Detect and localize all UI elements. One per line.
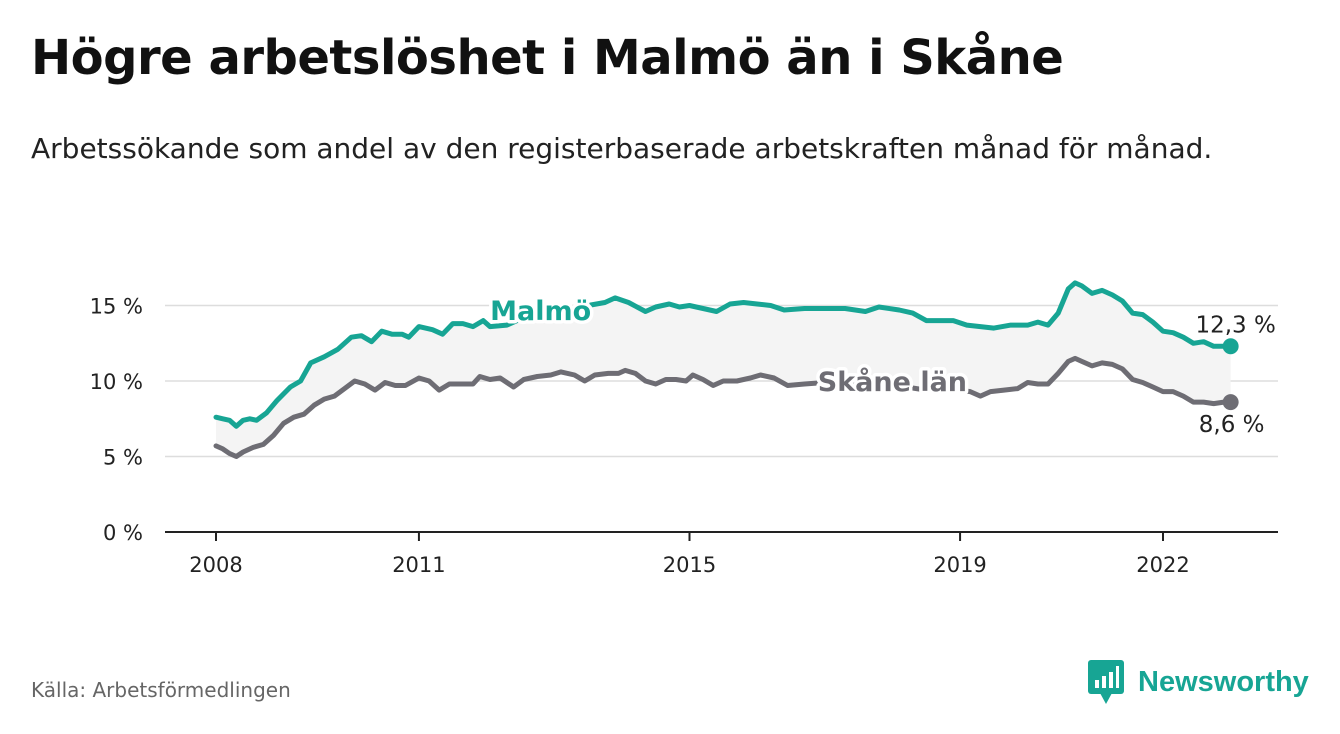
series-labels: Malmö Skåne län 12,3 % 8,6 % — [487, 293, 1276, 439]
x-axis: 2008 2011 2015 2019 2022 — [165, 531, 1278, 577]
chart-subtitle: Arbetssökande som andel av den registerb… — [31, 132, 1213, 165]
brand-logo: Newsworthy — [1088, 660, 1309, 704]
skane-end-point — [1222, 394, 1239, 411]
series-lines — [213, 280, 1239, 459]
y-tick-label: 10 % — [90, 370, 143, 394]
y-axis: 0 % 5 % 10 % 15 % — [90, 295, 143, 546]
x-tick-label: 2011 — [392, 553, 445, 577]
malmo-series-label: Malmö — [490, 296, 591, 327]
malmo-line — [213, 280, 1234, 429]
x-tick-label: 2022 — [1136, 553, 1189, 577]
newsworthy-chart-icon — [1088, 660, 1124, 704]
malmo-end-point — [1222, 338, 1239, 355]
x-tick-label: 2008 — [189, 553, 242, 577]
x-tick-label: 2019 — [933, 553, 986, 577]
x-tick-label: 2015 — [663, 553, 716, 577]
source-note: Källa: Arbetsförmedlingen — [31, 678, 291, 702]
y-tick-label: 0 % — [103, 521, 143, 545]
y-tick-label: 15 % — [90, 295, 143, 319]
malmo-end-label: 12,3 % — [1195, 312, 1275, 338]
skane-line — [213, 355, 1234, 459]
y-tick-label: 5 % — [103, 446, 143, 470]
chart-title: Högre arbetslöshet i Malmö än i Skåne — [31, 30, 1064, 86]
skane-series-label: Skåne län — [818, 366, 967, 398]
skane-end-label: 8,6 % — [1199, 412, 1265, 438]
brand-name: Newsworthy — [1138, 665, 1309, 698]
